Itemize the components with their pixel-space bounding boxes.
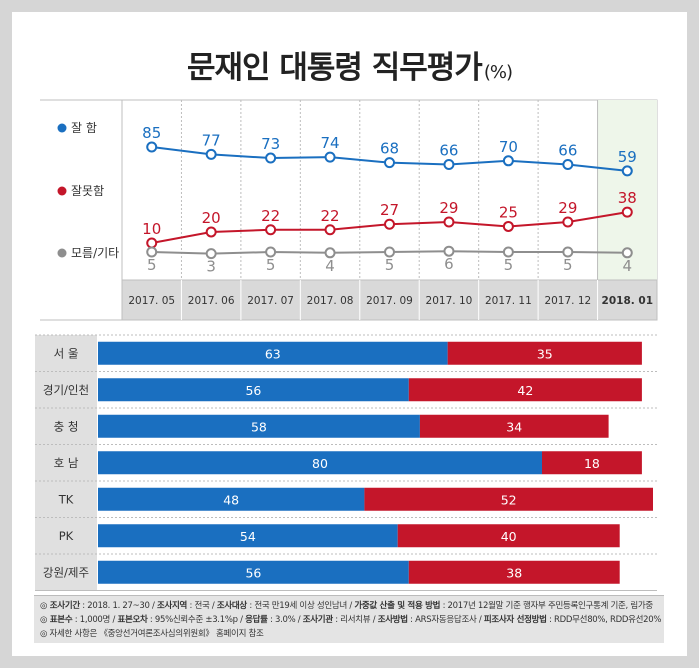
data-point [621,165,633,177]
data-point [621,247,633,259]
data-label: 22 [261,207,280,225]
footer-key: 표본오차 [117,615,148,625]
footer-value: : 전국 만19세 이상 성인남녀 / [246,601,355,611]
footer-key: 피조사자 선정방법 [483,615,547,625]
footer-value: : 95%신뢰수준 ±3.1%p / [147,615,246,625]
legend-marker [57,248,67,258]
data-point [562,246,574,258]
data-point [324,151,336,163]
data-point [502,246,514,258]
x-tick-label: 2017. 11 [485,295,532,307]
footer-key: 조사기관 [302,615,333,625]
footer-line-3: ◎ 자세한 사항은 《중앙선거여론조사심의위원회》 홈페이지 참조 [40,629,264,639]
data-point [324,224,336,236]
footer-value: : 1,000명 / [72,615,118,625]
data-label: 25 [499,203,518,221]
data-point [443,245,455,257]
footer-key: 가중값 산출 및 적용 방법 [354,601,441,611]
x-axis-strip [121,279,658,321]
legend-label: 모름/기타 [71,246,119,260]
data-label: 4 [623,257,633,275]
data-label: 38 [618,189,637,207]
footer-value: : 2018. 1. 27~30 / [79,601,157,611]
data-label: 27 [380,201,399,219]
data-label: 73 [261,135,280,153]
legend-marker [57,186,67,196]
survey-footer: ◎ 조사기간 : 2018. 1. 27~30 / 조사지역 : 전국 / 조사… [34,595,664,643]
x-tick-label: 2018. 01 [602,295,653,307]
x-tick-label: 2017. 07 [247,295,294,307]
data-point [324,247,336,259]
data-point [443,216,455,228]
data-point [502,155,514,167]
data-label: 29 [439,199,458,217]
x-tick-label: 2017. 05 [128,295,175,307]
data-point [384,246,395,258]
data-label: 66 [558,141,577,159]
data-point [265,246,277,258]
footer-key: 조사방법 [377,615,408,625]
data-point [146,246,158,258]
data-point [621,206,633,218]
data-point [265,224,277,236]
footer-value: : 2017년 12월말 기준 행자부 주민등록인구통계 기준, 림가중 [440,601,654,611]
footer-key: 조사대상 [216,601,247,611]
x-tick-label: 2017. 12 [544,295,591,307]
data-label: 29 [558,199,577,217]
title-text: 문재인 대통령 직무평가 [187,50,483,86]
data-label: 5 [563,256,573,274]
data-point [205,226,217,238]
data-point [146,141,158,153]
data-label: 3 [206,258,216,276]
data-point [443,158,455,170]
footer-line-1: ◎ 조사기간 : 2018. 1. 27~30 / 조사지역 : 전국 / 조사… [40,599,658,613]
footer-value: : ARS자동응답조사 / [407,615,484,625]
data-point [384,157,395,169]
data-point [502,220,514,232]
data-point [384,218,395,230]
data-label: 70 [499,138,518,156]
data-label: 5 [147,256,157,274]
legend-label: 잘 함 [71,121,97,135]
footer-key: ◎ 조사기간 [40,601,80,611]
data-label: 68 [380,140,399,158]
data-label: 77 [202,131,221,149]
data-label: 85 [142,124,161,142]
page-title: 문재인 대통령 직무평가 (%) [0,42,699,87]
data-label: 10 [142,220,161,238]
data-label: 5 [266,256,276,274]
legend-marker [57,123,67,133]
footer-value: : 전국 / [187,601,217,611]
data-point [562,216,574,228]
footer-key: 응답률 [245,615,268,625]
data-label: 74 [321,134,340,152]
data-label: 4 [325,257,335,275]
data-point [562,158,574,170]
data-point [205,148,217,160]
data-label: 6 [444,255,454,273]
data-point [205,248,217,260]
data-label: 66 [439,141,458,159]
x-tick-label: 2017. 08 [307,295,354,307]
footer-line-2: ◎ 표본수 : 1,000명 / 표본오차 : 95%신뢰수준 ±3.1%p /… [40,613,662,627]
data-label: 22 [321,207,340,225]
data-label: 20 [202,209,221,227]
footer-value: : 리서치뷰 / [332,615,378,625]
x-tick-label: 2017. 06 [188,295,235,307]
data-label: 59 [618,148,637,166]
x-tick-label: 2017. 10 [426,295,473,307]
footer-key: 조사지역 [157,601,188,611]
legend-label: 잘못함 [71,184,104,198]
x-tick-label: 2017. 09 [366,295,413,307]
footer-value: : RDD무선80%, RDD유선20% [546,615,662,625]
data-label: 5 [504,256,514,274]
data-point [146,237,158,249]
footer-value: : 3.0% / [267,615,303,625]
title-unit: (%) [483,62,513,83]
line-chart: 2017. 05 2017. 06 2017. 07 2017. 08 2017. 09… [40,99,658,321]
data-label: 5 [385,256,395,274]
data-point [265,152,277,164]
footer-key: ◎ 표본수 [40,615,73,625]
